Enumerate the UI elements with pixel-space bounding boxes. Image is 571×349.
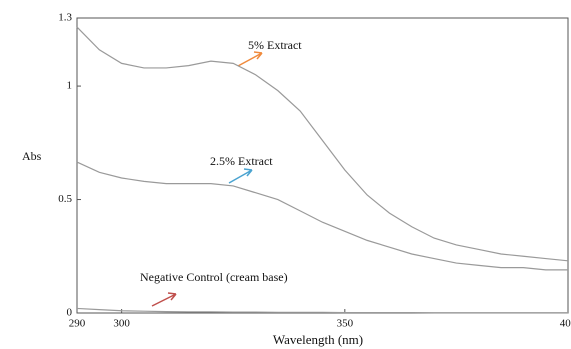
series-label: 2.5% Extract	[210, 154, 273, 168]
series-line	[76, 161, 568, 271]
x-tick-label: 290	[69, 318, 86, 330]
arrow	[237, 51, 263, 67]
plot-frame	[76, 17, 569, 314]
annotation-arrows	[151, 51, 263, 307]
arrow	[151, 292, 177, 307]
series-label: 5% Extract	[248, 38, 302, 52]
series-line	[76, 26, 569, 262]
y-tick-label: 1	[67, 80, 73, 92]
x-axis-label: Wavelength (nm)	[273, 332, 363, 347]
x-tick-label: 400	[560, 318, 571, 330]
series-label: Negative Control (cream base)	[140, 270, 288, 284]
y-tick-label: 1.3	[58, 12, 72, 24]
series-line	[76, 307, 568, 314]
y-axis-label: Abs	[22, 149, 42, 163]
x-tick-label: 350	[337, 318, 354, 330]
y-tick-label: 0	[67, 307, 73, 319]
x-tick-label: 300	[113, 318, 130, 330]
y-tick-label: 0.5	[58, 193, 72, 205]
arrow	[228, 168, 253, 184]
